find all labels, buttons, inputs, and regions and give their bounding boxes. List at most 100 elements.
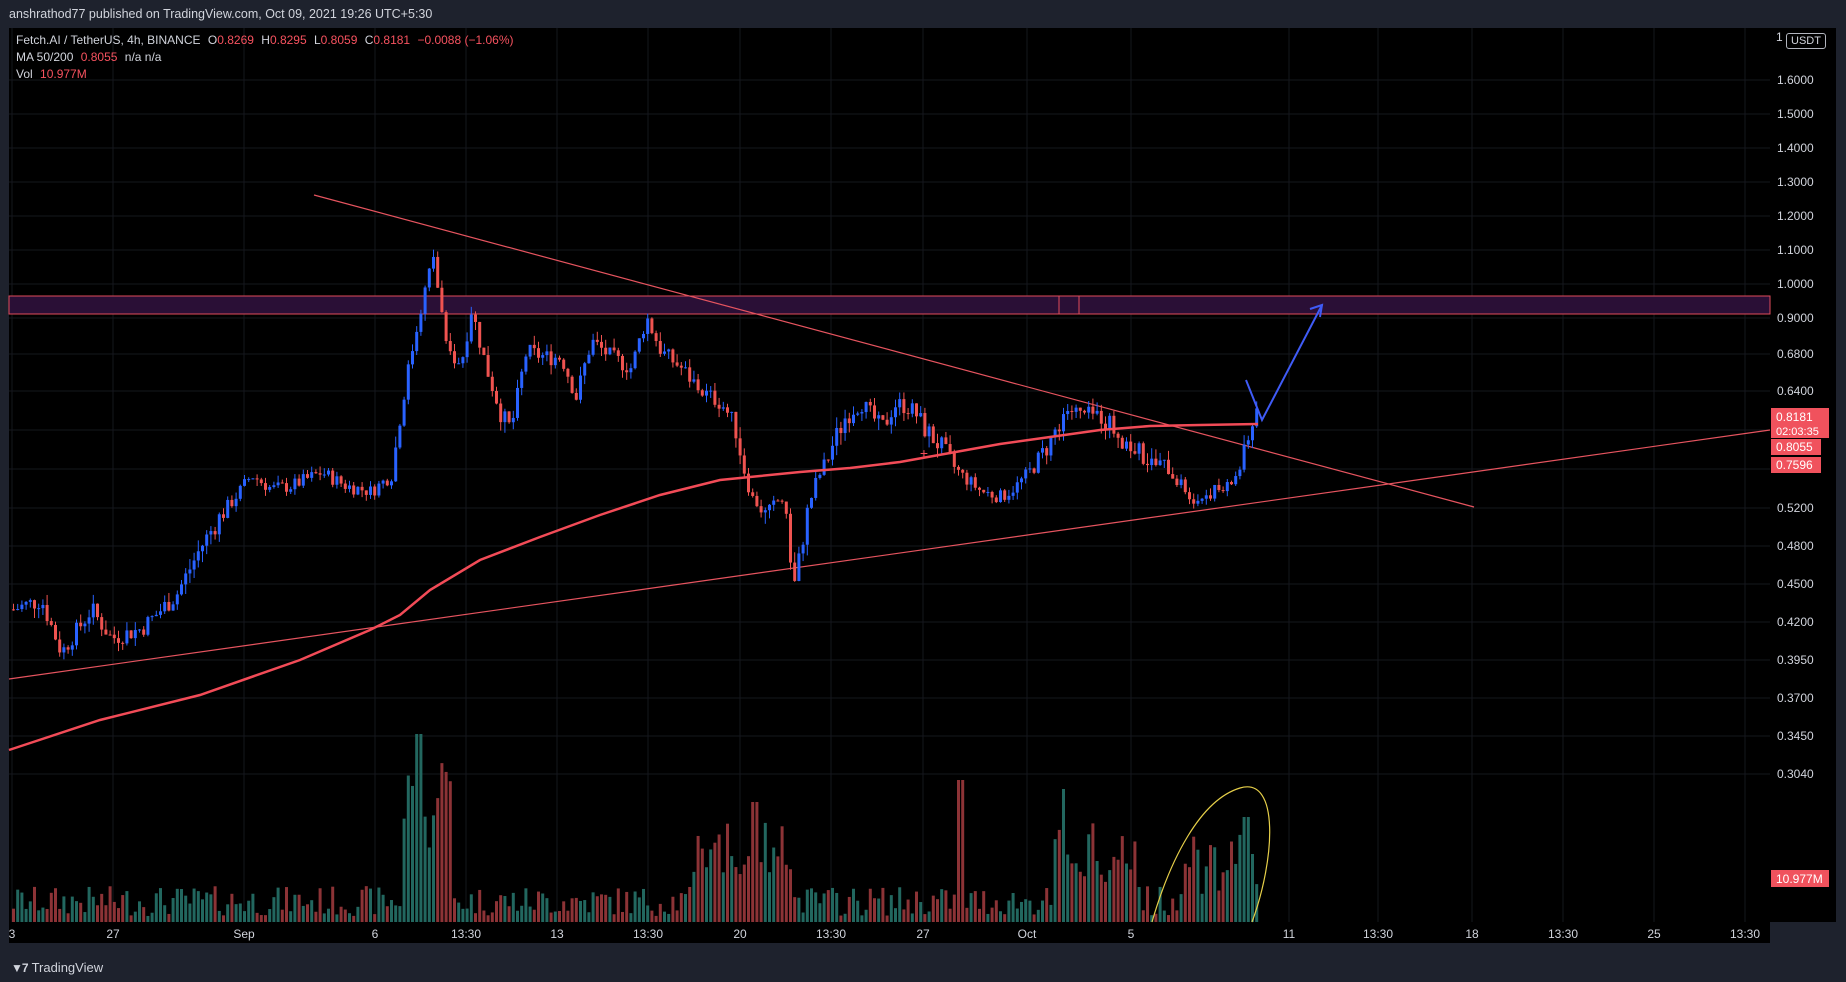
candle xyxy=(121,642,125,644)
vol-label[interactable]: Vol xyxy=(16,67,33,81)
volume-bar xyxy=(12,908,15,922)
candle xyxy=(272,485,276,488)
candle xyxy=(348,485,351,489)
volume-bar xyxy=(852,888,855,922)
volume-bar xyxy=(940,889,944,922)
candle xyxy=(230,499,234,507)
price-badges: 0.8181 02:03:35 0.8055 0.7596 10.977M xyxy=(1771,408,1829,887)
volume-bar xyxy=(595,896,599,922)
candle xyxy=(45,604,49,622)
candle xyxy=(835,427,839,446)
candle xyxy=(642,333,645,339)
volume-bar xyxy=(1225,870,1229,922)
volume-bar xyxy=(961,780,965,922)
volume-bar xyxy=(280,909,284,922)
ascending-trendline xyxy=(8,429,1771,680)
candle xyxy=(1041,448,1044,453)
volume-bar xyxy=(222,915,225,922)
candle xyxy=(595,339,599,342)
candle xyxy=(201,545,204,552)
candle xyxy=(440,287,444,313)
candle xyxy=(558,357,561,360)
candle xyxy=(419,313,423,332)
candle xyxy=(877,415,881,419)
volume-bar xyxy=(692,871,696,922)
candle xyxy=(574,392,578,400)
volume-bar xyxy=(24,908,28,922)
time-tick-label: 11 xyxy=(1283,927,1296,941)
price-tick-label: 0.4800 xyxy=(1777,539,1814,553)
candle xyxy=(79,622,83,627)
candle xyxy=(66,647,70,650)
candle xyxy=(62,647,66,653)
volume-bar xyxy=(553,911,557,922)
volume-bar xyxy=(1099,874,1103,922)
candle xyxy=(566,368,570,377)
candle xyxy=(952,452,956,467)
candle xyxy=(457,363,461,365)
candle xyxy=(1192,499,1196,504)
volume-bar xyxy=(574,897,578,922)
volume-bar xyxy=(768,872,771,922)
unit-selector[interactable]: USDT xyxy=(1786,33,1826,49)
candle xyxy=(1129,441,1133,452)
low-value: 0.8059 xyxy=(320,33,358,47)
candle xyxy=(1234,476,1238,485)
volume-bar xyxy=(885,915,889,922)
legend-ma-row: MA 50/200 0.8055 n/a n/a xyxy=(16,49,514,66)
candle xyxy=(789,513,792,563)
volume-bar xyxy=(671,896,675,922)
candle xyxy=(873,405,876,419)
candle xyxy=(196,551,200,561)
candle xyxy=(961,469,965,473)
volume-bar xyxy=(188,903,192,922)
candle xyxy=(163,601,167,612)
candle xyxy=(759,506,763,513)
time-tick-label: 27 xyxy=(916,927,930,941)
candle xyxy=(381,480,385,484)
volume-bar xyxy=(1171,898,1175,922)
volume-bar xyxy=(831,887,834,922)
candle xyxy=(1070,411,1074,413)
volume-bar xyxy=(310,900,314,922)
volume-bar xyxy=(755,802,759,922)
low-label: L xyxy=(313,33,321,47)
volume-bar xyxy=(343,909,347,922)
volume-bar xyxy=(209,894,213,922)
candle xyxy=(54,624,57,640)
volume-bar xyxy=(381,894,385,922)
candle xyxy=(133,630,137,639)
volume-bar xyxy=(205,892,209,922)
volume-bar xyxy=(1179,894,1183,922)
volume-bar xyxy=(486,915,490,922)
volume-bar xyxy=(37,910,41,922)
candle xyxy=(814,477,818,498)
candle xyxy=(604,347,608,355)
candle xyxy=(793,562,797,581)
volume-bar xyxy=(264,915,267,922)
close-value: 0.8181 xyxy=(373,33,411,47)
candle xyxy=(784,501,788,514)
ma-label[interactable]: MA 50/200 xyxy=(16,50,74,64)
candle xyxy=(1200,498,1204,501)
price-tick-label: 0.4500 xyxy=(1777,577,1814,591)
volume-bar xyxy=(100,893,104,922)
candle xyxy=(474,314,477,322)
price-tick-label: 1.0000 xyxy=(1777,277,1814,291)
symbol-title[interactable]: Fetch.AI / TetherUS, 4h, BINANCE xyxy=(16,33,201,47)
volume-bar xyxy=(776,856,780,922)
candle xyxy=(570,376,574,393)
tradingview-logo[interactable]: ▼7 TradingView xyxy=(11,960,103,975)
volume-bar xyxy=(1129,869,1133,922)
price-tick-label: 1.4000 xyxy=(1777,141,1814,155)
candle xyxy=(1095,410,1099,414)
candle xyxy=(1053,429,1057,437)
volume-bar xyxy=(184,895,188,922)
candle xyxy=(1104,423,1107,430)
price-tick-label: 0.3450 xyxy=(1777,729,1814,743)
candle xyxy=(1255,408,1259,427)
volume-bar xyxy=(146,915,150,922)
volume-bar xyxy=(251,893,255,922)
candle xyxy=(915,403,918,417)
